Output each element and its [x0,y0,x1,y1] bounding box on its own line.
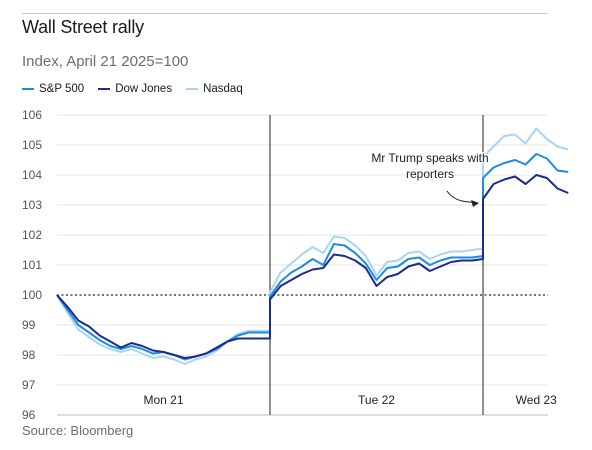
legend-label-sp500: S&P 500 [39,83,85,95]
legend-label-nasdaq: Nasdaq [203,83,243,95]
y-tick-label-102: 102 [22,228,42,242]
day-label-tue-22: Tue 22 [358,393,395,407]
chart-title: Wall Street rally [22,17,144,37]
annotation-text-1: Mr Trump speaks with [371,151,488,165]
legend-item-nasdaq: Nasdaq [186,83,243,95]
y-tick-label-106: 106 [22,108,42,122]
y-tick-label-96: 96 [22,408,36,422]
y-tick-label-101: 101 [22,258,42,272]
legend-swatch-dow-jones [98,87,111,91]
annotation-arrow [446,190,476,203]
series-line-nasdaq [56,127,569,365]
y-tick-label-97: 97 [22,378,36,392]
legend-label-dow-jones: Dow Jones [115,83,173,95]
day-label-mon-21: Mon 21 [143,393,183,407]
series-line-dow-jones [56,174,569,359]
series-line-s-p-500 [56,153,569,361]
y-tick-label-99: 99 [22,318,36,332]
y-tick-label-98: 98 [22,348,36,362]
day-label-wed-23: Wed 23 [516,393,557,407]
legend-item-dow-jones: Dow Jones [98,83,172,95]
source-note: Source: Bloomberg [22,423,134,438]
annotation-text-2: reporters [406,167,454,181]
y-tick-label-105: 105 [22,138,42,152]
legend-swatch-sp500 [22,87,34,91]
legend-swatch-nasdaq [186,87,199,91]
top-rule [22,13,548,14]
chart-subtitle: Index, April 21 2025=100 [22,53,189,70]
y-tick-label-103: 103 [22,198,42,212]
y-tick-label-100: 100 [22,288,42,302]
legend: S&P 500 Dow Jones Nasdaq [22,83,257,95]
annotation-arrowhead [471,200,479,207]
y-tick-label-104: 104 [22,168,42,182]
legend-item-sp500: S&P 500 [22,83,84,95]
